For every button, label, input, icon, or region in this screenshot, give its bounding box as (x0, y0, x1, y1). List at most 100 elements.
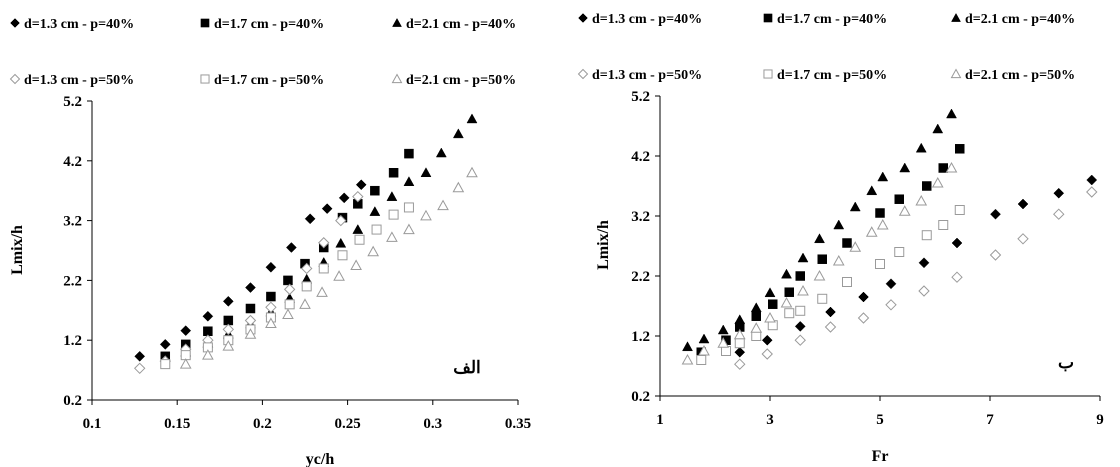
legend-marker-square (763, 69, 773, 79)
data-point-diamond (244, 314, 257, 327)
x-tick-label: 0.3 (423, 416, 442, 432)
legend-entry-label: d=1.3 cm - p=50% (24, 73, 134, 88)
data-point-square (370, 185, 380, 196)
y-tick-label: 4.2 (631, 149, 650, 165)
legend-entry-label: d=2.1 cm - p=40% (406, 17, 516, 32)
panel-1: 0.2 1.2 2.2 3.2 4.2 5.2 0.1 0.15 0.2 0.25 0.3 0.35 y… (9, 17, 531, 467)
data-point-square (784, 308, 795, 319)
data-point-square (751, 311, 761, 321)
legend-entry-label: d=1.7 cm - p=40% (214, 17, 324, 32)
y-axis-title: Lmix/h (9, 225, 26, 275)
series-6 (179, 166, 478, 369)
data-point-triangle (420, 209, 432, 221)
data-point-diamond (318, 237, 330, 249)
panel-label: ب (1058, 353, 1074, 372)
legend-marker-diamond (9, 73, 21, 85)
data-point-diamond (222, 323, 235, 336)
data-point-square (203, 326, 213, 336)
data-point-triangle (899, 162, 911, 173)
data-point-diamond (761, 348, 773, 360)
data-point-square (795, 305, 806, 316)
x-tick-label: 0.2 (253, 416, 272, 432)
data-point-diamond (1086, 186, 1098, 198)
data-point-triangle (797, 284, 809, 296)
data-point-square (284, 299, 295, 310)
data-point-triangle (833, 219, 845, 230)
y-tick-label: 3.2 (63, 214, 82, 230)
data-point-square (921, 230, 932, 241)
data-point-triangle (403, 223, 415, 235)
data-point-square (954, 205, 965, 215)
x-axis-title: yc/h (306, 451, 335, 467)
data-point-diamond (265, 261, 277, 273)
data-point-triangle (265, 317, 277, 328)
data-point-diamond (265, 301, 277, 314)
data-point-triangle (222, 340, 235, 351)
data-point-triangle (733, 328, 746, 340)
data-point-triangle (452, 128, 464, 139)
y-tick-label: 5.2 (63, 94, 82, 110)
data-point-triangle (849, 241, 862, 252)
series-5 (696, 205, 965, 365)
y-tick-label: 0.2 (631, 389, 650, 405)
series-1 (134, 179, 367, 362)
data-point-triangle (420, 167, 432, 178)
data-point-triangle (682, 341, 693, 352)
data-point-triangle (282, 308, 294, 319)
data-point-triangle (734, 314, 746, 325)
y-tick-label: 1.2 (631, 329, 650, 345)
data-point-triangle (915, 194, 928, 206)
legend: d=1.3 cm - p=40% d=1.7 cm - p=40% d=2.1 cm… (577, 12, 1075, 83)
data-point-square (734, 338, 745, 349)
data-point-diamond (885, 299, 897, 311)
legend-marker-diamond (10, 18, 20, 28)
data-point-square (875, 208, 885, 218)
data-point-diamond (918, 257, 930, 269)
data-point-diamond (134, 350, 146, 362)
data-point-triangle (832, 254, 845, 266)
data-point-square (318, 263, 329, 274)
data-point-triangle (244, 328, 257, 339)
series-1 (734, 174, 1098, 358)
x-tick-label: 0.25 (334, 416, 360, 432)
data-point-triangle (945, 161, 958, 173)
legend-marker-diamond (577, 68, 589, 80)
data-point-triangle (316, 286, 328, 297)
data-point-square (160, 359, 171, 370)
data-point-triangle (452, 181, 465, 193)
data-point-triangle (435, 147, 447, 158)
data-point-square (301, 281, 312, 292)
data-point-diamond (335, 214, 347, 227)
data-point-square (283, 275, 293, 286)
data-point-diamond (283, 283, 296, 296)
data-point-diamond (761, 334, 773, 346)
legend-entry-label: d=1.3 cm - p=40% (592, 12, 702, 27)
data-point-triangle (386, 231, 398, 242)
data-point-diamond (885, 278, 897, 290)
data-point-triangle (866, 185, 878, 196)
data-point-diamond (824, 321, 837, 333)
data-point-square (922, 181, 932, 191)
data-point-square (842, 277, 852, 287)
data-point-triangle (915, 142, 927, 153)
data-point-triangle (877, 171, 889, 182)
data-point-triangle (367, 245, 380, 257)
data-point-diamond (159, 339, 171, 350)
data-point-diamond (338, 192, 350, 204)
data-point-square (354, 234, 365, 245)
data-point-triangle (681, 353, 694, 365)
data-point-diamond (355, 179, 367, 191)
data-point-diamond (304, 213, 316, 225)
y-axis-title: Lmix/h (595, 220, 612, 270)
data-point-triangle (946, 108, 957, 119)
data-point-triangle (814, 233, 825, 244)
data-point-triangle (179, 358, 192, 369)
data-point-square (768, 299, 778, 309)
panel-label: الف (453, 358, 481, 377)
data-point-square (938, 220, 949, 230)
data-point-diamond (794, 334, 806, 346)
data-point-square (371, 224, 382, 235)
data-point-square (266, 291, 276, 302)
data-point-triangle (333, 270, 345, 281)
data-point-square (337, 250, 348, 261)
